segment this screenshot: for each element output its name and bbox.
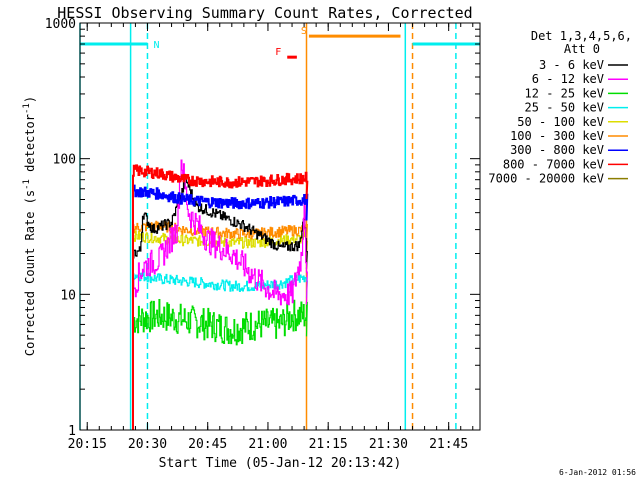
- legend-label-5: 100 - 300 keV: [510, 129, 604, 143]
- legend-header-line2: Att 0: [564, 42, 600, 56]
- x-axis: 20:15 20:30 20:45 21:00 21:15 21:30 21:45: [68, 23, 474, 452]
- legend-header-line1: Det 1,3,4,5,6,: [531, 29, 632, 43]
- series-line-1: [132, 159, 308, 430]
- legend-label-7: 800 - 7000 keV: [503, 157, 604, 171]
- footer-date: 6-Jan-2012 01:56: [559, 468, 636, 477]
- y-tick-label-2: 100: [53, 153, 76, 168]
- y-axis: 1 10 100 1000: [45, 17, 480, 439]
- x-tick-label-5: 21:30: [369, 437, 408, 452]
- legend-label-3: 25 - 50 keV: [525, 101, 604, 115]
- y-tick-label-0: 1: [68, 424, 76, 439]
- x-tick-label-2: 20:45: [188, 437, 227, 452]
- x-tick-label-3: 21:00: [248, 437, 287, 452]
- series-line-2: [132, 299, 308, 430]
- y-axis-label-sup1: -1: [22, 179, 32, 190]
- plot-frame: [79, 22, 481, 431]
- series-line-3: [132, 271, 308, 430]
- y-axis-label-sup2: -1: [22, 103, 32, 114]
- legend-label-6: 300 - 800 keV: [510, 143, 604, 157]
- x-tick-label-4: 21:15: [309, 437, 348, 452]
- y-axis-label-mid: detector: [23, 114, 37, 179]
- x-tick-label-6: 21:45: [429, 437, 468, 452]
- legend-label-4: 50 - 100 keV: [517, 115, 604, 129]
- x-axis-label: Start Time (05-Jan-12 20:13:42): [159, 456, 402, 471]
- y-axis-label-main: Corrected Count Rate (s: [23, 190, 37, 356]
- flag-label-s: S: [301, 26, 307, 37]
- y-axis-label-end: ): [23, 96, 37, 103]
- legend-label-0: 3 - 6 keV: [539, 58, 604, 72]
- x-tick-label-0: 20:15: [68, 437, 107, 452]
- chart-title: HESSI Observing Summary Count Rates, Cor…: [57, 4, 472, 22]
- flag-label-n: N: [153, 40, 159, 51]
- series-line-7: [132, 164, 309, 430]
- y-axis-label: Corrected Count Rate (s-1 detector-1): [22, 96, 37, 356]
- y-tick-label-3: 1000: [45, 17, 76, 32]
- y-tick-label-1: 10: [60, 288, 76, 303]
- plot-marks: N S F: [79, 23, 480, 430]
- legend-label-1: 6 - 12 keV: [532, 72, 604, 86]
- series-line-6: [132, 184, 309, 430]
- legend-label-8: 7000 - 20000 keV: [488, 172, 604, 186]
- series-line-0: [132, 176, 308, 430]
- legend-label-2: 12 - 25 keV: [525, 86, 604, 100]
- flag-label-f: F: [275, 47, 281, 58]
- x-tick-label-1: 20:30: [128, 437, 167, 452]
